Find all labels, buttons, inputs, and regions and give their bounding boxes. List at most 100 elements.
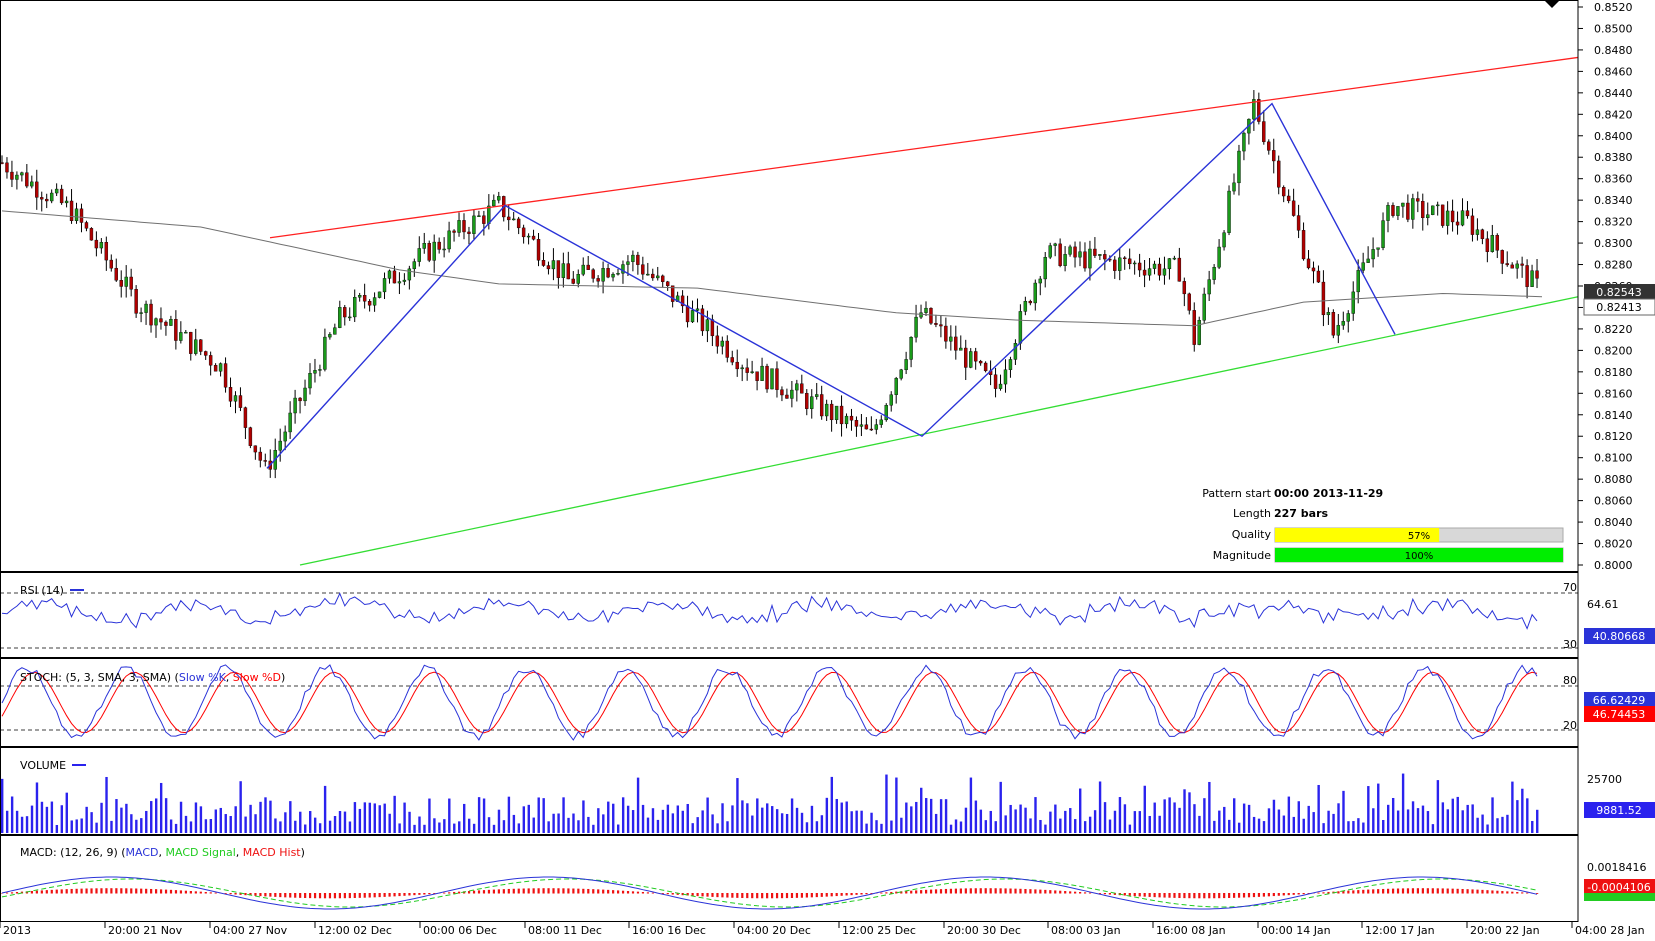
volume-bar: [964, 807, 968, 833]
volume-bar: [766, 803, 769, 833]
candle-body: [1068, 246, 1072, 255]
candle-body: [1152, 263, 1157, 269]
macd-hist-bar: [810, 893, 813, 898]
volume-bar: [920, 787, 923, 833]
price-tick-label: 0.8220: [1594, 323, 1633, 336]
macd-hist-bar: [333, 893, 337, 899]
length-value: 227 bars: [1274, 507, 1329, 520]
candle-body: [104, 242, 109, 261]
volume-bar: [204, 819, 208, 833]
macd-hist-bar: [761, 893, 764, 899]
volume-bar: [522, 806, 526, 833]
candle-body: [1505, 263, 1509, 266]
macd-hist-bar: [751, 893, 754, 899]
candle-body: [487, 205, 491, 224]
macd-hist-bar: [517, 888, 520, 894]
candle-body: [482, 215, 486, 224]
macd-hist-bar: [900, 891, 903, 894]
candle-body: [1127, 258, 1132, 265]
candle-body: [1341, 321, 1345, 326]
volume-bar: [1367, 786, 1370, 833]
candle-body: [417, 248, 421, 262]
time-tick-label: 08:00 03 Jan: [1051, 924, 1121, 937]
price-tick-label: 0.8120: [1594, 430, 1633, 443]
price-tick-label: 0.8500: [1594, 22, 1633, 35]
volume-bar: [641, 804, 645, 833]
candle-body: [10, 171, 14, 180]
volume-bar: [30, 805, 34, 833]
volume-bar: [900, 817, 903, 833]
stoch-k-value: 66.62429: [1593, 694, 1646, 707]
candle-body: [944, 325, 948, 342]
volume-bar: [1029, 818, 1032, 833]
candle-body: [591, 269, 595, 279]
candle-body: [1450, 210, 1455, 223]
macd-signal-line: [1, 878, 1538, 908]
macd-title-suffix: ): [301, 846, 305, 859]
candle-body: [377, 291, 382, 298]
candle-body: [656, 275, 660, 279]
volume-bar: [915, 801, 918, 833]
ma-price-box: [1583, 298, 1655, 316]
volume-bar: [691, 823, 694, 833]
candle-body: [442, 248, 446, 251]
volume-title: VOLUME: [20, 759, 66, 772]
candle-body: [1286, 195, 1291, 202]
macd-hist-bar: [502, 889, 505, 894]
candle-body: [1391, 205, 1395, 216]
volume-bar: [1327, 810, 1330, 833]
candle-body: [899, 369, 903, 379]
candle-body: [1346, 313, 1350, 322]
macd-hist-bar: [507, 888, 510, 894]
current-price-box: [1584, 284, 1655, 300]
macd-hist-bar: [840, 893, 843, 896]
volume-bar: [865, 823, 868, 833]
volume-bar: [353, 802, 357, 833]
volume-bar: [582, 800, 585, 833]
macd-hist-bar: [75, 888, 78, 894]
candle-body: [949, 336, 953, 342]
macd-hist-bar: [423, 893, 426, 895]
volume-bar: [944, 799, 948, 833]
macd-hist-bar: [691, 893, 694, 896]
macd-hist-bar: [35, 890, 38, 894]
macd-hist-bar: [1004, 888, 1007, 894]
candle-body: [919, 312, 923, 318]
macd-hist-bar: [1441, 888, 1444, 894]
volume-bar: [1009, 804, 1012, 833]
volume-bar: [592, 824, 595, 833]
macd-hist-bar: [448, 892, 451, 894]
macd-hist-bar: [472, 890, 476, 894]
macd-hist-bar: [820, 893, 823, 897]
volume-bar: [313, 817, 317, 833]
macd-hist-bar: [1168, 893, 1171, 898]
candle-body: [467, 231, 471, 234]
candle-body: [1515, 263, 1519, 269]
macd-hist-bar: [979, 888, 982, 894]
macd-hist-bar: [855, 893, 858, 895]
price-tick-label: 0.8440: [1594, 87, 1633, 100]
volume-bar: [880, 823, 883, 833]
volume-bar: [284, 812, 287, 833]
time-tick-label: 2013: [3, 924, 31, 937]
price-tick-label: 0.8300: [1594, 237, 1633, 250]
macd-hist-bar: [999, 888, 1002, 894]
macd-hist-bar: [905, 890, 908, 894]
candle-body: [1192, 310, 1196, 345]
price-tick-label: 0.8520: [1594, 1, 1633, 14]
candle-body: [561, 263, 566, 278]
volume-bar: [1133, 811, 1137, 833]
candle-body: [924, 307, 928, 313]
volume-bar: [756, 798, 759, 833]
collapse-arrow-icon[interactable]: [1544, 0, 1560, 8]
macd-hist-bar: [1074, 891, 1077, 894]
volume-bar: [408, 811, 411, 833]
rsi-level-low: 30: [1563, 638, 1577, 651]
volume-bar: [1108, 819, 1112, 833]
candle-body: [1475, 229, 1480, 235]
candle-body: [1426, 214, 1430, 219]
macd-hist-bar: [1342, 890, 1345, 894]
volume-bar: [1074, 819, 1077, 833]
